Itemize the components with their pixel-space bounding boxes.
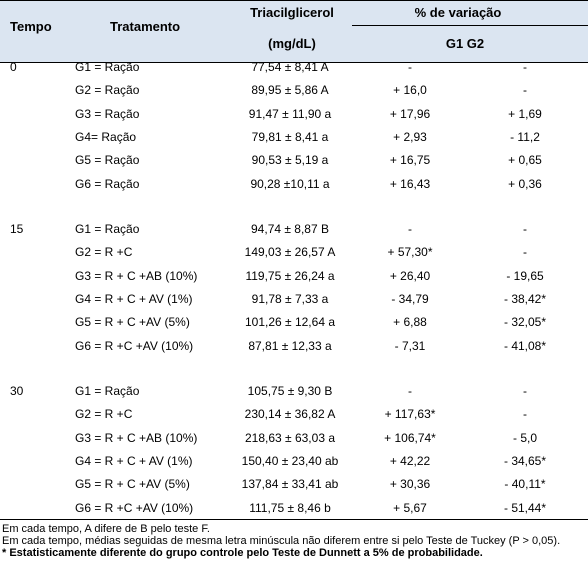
g1-cell: + 106,74* [384,430,436,445]
g2-cell: - [523,245,527,260]
g1-cell: - 34,79 [391,291,429,306]
g1-cell: + 16,75 [389,153,431,168]
header-band [0,0,588,62]
treatment-cell: G1 = Ração [75,60,140,74]
treatment-cell: G6 = Ração [75,176,140,191]
tempo-cell: 0 [10,60,17,74]
treatment-cell: G1 = Ração [75,222,140,236]
g1-cell: + 2,93 [393,129,427,144]
col-header: G1 G2 [445,36,485,51]
g2-cell: - 41,08* [503,338,547,353]
g2-cell: - [523,407,527,422]
treatment-cell: G4 = R + C + AV (1%) [75,453,193,468]
g1-cell: + 6,88 [393,315,427,330]
treatment-cell: G3 = R + C +AB (10%) [75,268,198,283]
g2-cell: - [523,60,527,74]
g1-cell: - 7,31 [394,338,426,353]
treatment-cell: G4 = R + C + AV (1%) [75,291,193,306]
g1-cell: + 5,67 [393,500,427,515]
footnote: Em cada tempo, médias seguidas de mesma … [2,535,561,547]
col-header: Tempo [10,19,52,34]
treatment-cell: G1 = Ração [75,384,140,398]
footnote: Em cada tempo, A difere de B pelo teste … [2,523,210,535]
g1-cell: + 17,96 [389,106,431,121]
g1-cell: + 26,40 [389,268,431,283]
col-header: Triacilglicerol [250,5,334,20]
g2-cell: - 38,42* [503,291,547,306]
g2-cell: - 34,65* [503,453,547,468]
tg-cell: 91,47 ± 11,90 a [248,106,332,121]
treatment-cell: G5 = Ração [75,153,140,168]
g2-cell: - [523,83,527,98]
tg-cell: 150,40 ± 23,40 ab [241,453,339,468]
g1-cell: + 16,0 [393,83,427,98]
col-header: % de variação [414,5,502,20]
bottom-rule [0,519,588,520]
g1-cell: + 16,43 [389,176,431,191]
header-bottom-rule [0,62,588,63]
tg-cell: 90,53 ± 5,19 a [251,153,329,168]
tg-cell: 218,63 ± 63,03 a [245,430,335,445]
footnotes: Em cada tempo, A difere de B pelo teste … [2,523,582,559]
tg-cell: 230,14 ± 36,82 A [244,407,336,422]
g1-cell: - [408,222,412,236]
top-rule [0,0,588,1]
tg-cell: 90,28 ±10,11 a [250,176,330,191]
tg-cell: 101,26 ± 12,64 a [245,315,335,330]
g2-cell: - 40,11* [504,477,546,492]
tg-cell: 79,81 ± 8,41 a [251,129,329,144]
tg-cell: 137,84 ± 33,41 ab [241,477,339,492]
g2-cell: - 32,05* [503,315,547,330]
footnote: * Estatisticamente diferente do grupo co… [2,547,483,559]
g2-cell: - 5,0 [512,430,538,445]
tempo-cell: 15 [10,222,24,236]
tg-cell: 149,03 ± 26,57 A [244,245,336,260]
tempo-cell: 30 [10,384,24,398]
g1-cell: + 30,36 [389,477,431,492]
treatment-cell: G3 = Ração [75,106,140,121]
g2-cell: + 1,69 [508,106,542,121]
treatment-cell: G6 = R +C +AV (10%) [75,338,194,353]
tg-cell: 94,74 ± 8,87 B [251,222,329,236]
g2-cell: - [523,222,527,236]
tg-cell: 105,75 ± 9,30 B [247,384,333,398]
g2-cell: + 0,65 [508,153,542,168]
g1-cell: - [408,60,412,74]
treatment-cell: G4= Ração [75,129,137,144]
g2-cell: + 0,36 [508,176,542,191]
col-header: Tratamento [110,19,181,34]
header-rule [352,25,588,26]
treatment-cell: G6 = R +C +AV (10%) [75,500,194,515]
treatment-cell: G5 = R + C +AV (5%) [75,477,190,492]
tg-cell: 87,81 ± 12,33 a [248,338,332,353]
tg-cell: 91,78 ± 7,33 a [251,291,329,306]
tg-cell: 89,95 ± 5,86 A [251,83,329,98]
treatment-cell: G2 = R +C [75,245,133,260]
g2-cell: - 19,65 [506,268,544,283]
g2-cell: - 11,2 [510,129,540,144]
g1-cell: + 42,22 [389,453,431,468]
treatment-cell: G3 = R + C +AB (10%) [75,430,198,445]
g1-cell: + 57,30* [387,245,433,260]
g2-cell: - 51,44* [503,500,547,515]
treatment-cell: G5 = R + C +AV (5%) [75,315,190,330]
tg-cell: 119,75 ± 26,24 a [245,268,335,283]
tg-cell: 111,75 ± 8,46 b [249,500,331,515]
treatment-cell: G2 = Ração [75,83,140,98]
g1-cell: - [408,384,412,398]
col-header: (mg/dL) [268,36,316,51]
g1-cell: + 117,63* [384,407,436,422]
treatment-cell: G2 = R +C [75,407,133,422]
tg-cell: 77,54 ± 8,41 A [251,60,329,74]
g2-cell: - [523,384,527,398]
